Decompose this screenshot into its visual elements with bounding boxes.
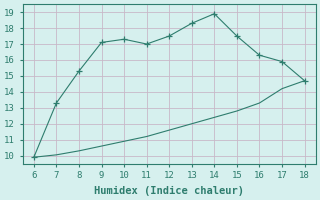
X-axis label: Humidex (Indice chaleur): Humidex (Indice chaleur) <box>94 186 244 196</box>
